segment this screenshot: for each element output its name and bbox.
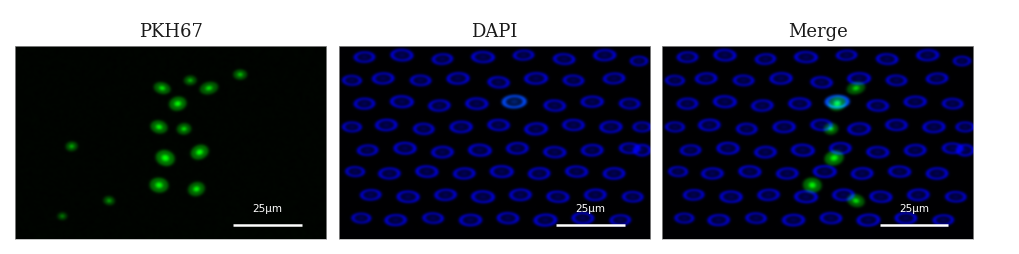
Text: PKH67: PKH67 xyxy=(139,23,203,41)
Text: 25μm: 25μm xyxy=(575,204,605,214)
Text: 25μm: 25μm xyxy=(252,204,282,214)
Text: 25μm: 25μm xyxy=(898,204,928,214)
Text: Merge: Merge xyxy=(787,23,847,41)
Text: DAPI: DAPI xyxy=(471,23,517,41)
